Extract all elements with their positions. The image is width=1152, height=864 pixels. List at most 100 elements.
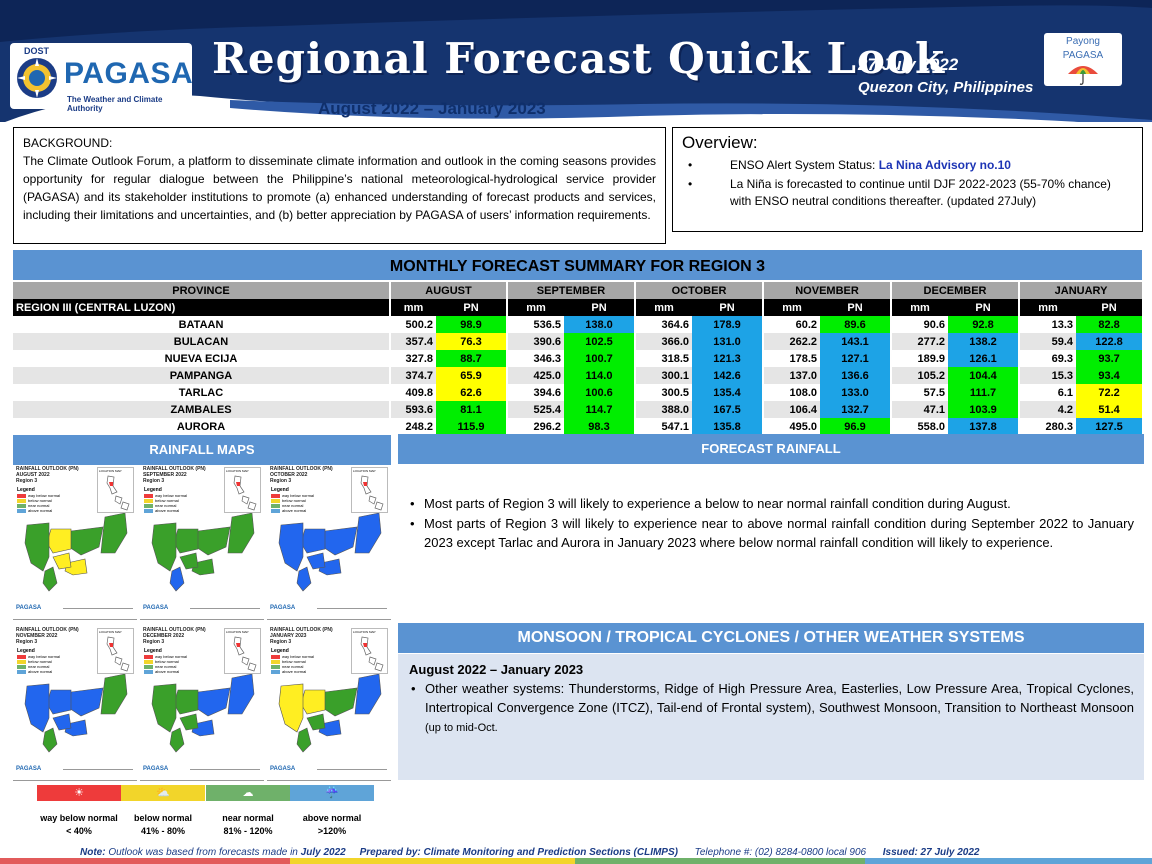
mm-header: mm <box>391 299 436 316</box>
location-map-label: LOCATION MAP <box>353 469 376 473</box>
map-legend: Legend way below normal below normal near n… <box>17 487 60 513</box>
footer-note-label: Note: <box>80 847 106 858</box>
map-legend-title: Legend <box>17 648 35 654</box>
forecast-rainfall-panel: Most parts of Region 3 will likely to ex… <box>398 466 1144 616</box>
la-nina-forecast-item: La Niña is forecasted to continue until … <box>682 176 1133 210</box>
province-shape <box>42 727 58 753</box>
rainfall-mm-cell: 357.4 <box>391 333 436 350</box>
philippines-outline-icon <box>106 475 130 511</box>
province-name: TARLAC <box>13 384 389 401</box>
table-row: NUEVA ECIJA 327.8 88.7 346.3 100.7 318.5 121.3… <box>13 350 1143 367</box>
column-gap <box>634 316 637 333</box>
map-region: Region 3 <box>143 639 165 645</box>
map-legend-title: Legend <box>271 648 289 654</box>
percent-normal-cell: 138.0 <box>564 316 635 333</box>
legend-label: way below normal <box>282 654 315 659</box>
payong-label: Payong <box>1066 36 1100 47</box>
column-gap <box>389 418 391 435</box>
map-month: AUGUST 2022 <box>16 472 50 478</box>
rainfall-mm-cell: 280.3 <box>1020 418 1077 435</box>
province-shape <box>296 727 312 753</box>
percent-normal-cell: 143.1 <box>820 333 891 350</box>
map-legend-entry: above normal <box>17 669 60 674</box>
overview-title: Overview: <box>682 133 758 152</box>
rainfall-mm-cell: 189.9 <box>892 350 949 367</box>
monthly-forecast-table: PROVINCE AUGUST SEPTEMBER OCTOBER NOVEMBER D… <box>13 282 1143 435</box>
column-gap <box>634 418 637 435</box>
column-gap <box>634 333 637 350</box>
header-background <box>0 0 1152 122</box>
map-legend-entry: above normal <box>271 508 314 513</box>
map-month: NOVEMBER 2022 <box>16 633 58 639</box>
map-legend-entry: below normal <box>144 659 187 664</box>
pn-header: PN <box>436 299 507 316</box>
map-scale-bar <box>63 769 133 773</box>
table-row: TARLAC 409.8 62.6 394.6 100.6 300.5 135.4 108.0… <box>13 384 1143 401</box>
forecast-rainfall-header: FORECAST RAINFALL <box>398 434 1144 464</box>
legend-swatch <box>144 664 153 669</box>
column-gap <box>890 316 893 333</box>
column-gap <box>1018 299 1021 316</box>
column-gap <box>890 299 893 316</box>
map-scale-bar <box>190 608 260 612</box>
map-heading: RAINFALL OUTLOOK (PN) JANUARY 2023 Region … <box>270 627 333 645</box>
rainfall-mm-cell: 500.2 <box>391 316 436 333</box>
location-map-label: LOCATION MAP <box>99 630 122 634</box>
background-box: BACKGROUND: The Climate Outlook Forum, a… <box>13 127 666 244</box>
rainfall-mm-cell: 318.5 <box>636 350 693 367</box>
legend-label: below normal <box>28 659 52 664</box>
rainfall-mm-cell: 262.2 <box>764 333 821 350</box>
legend-swatch <box>144 508 153 513</box>
legend-label: below normal <box>155 659 179 664</box>
enso-status-label: ENSO Alert System Status: <box>730 158 879 172</box>
map-heading: RAINFALL OUTLOOK (PN) DECEMBER 2022 Region… <box>143 627 206 645</box>
map-legend-entry: near normal <box>17 664 60 669</box>
footer-prepared: Prepared by: Climate Monitoring and Pred… <box>359 847 678 858</box>
map-title: RAINFALL OUTLOOK (PN) <box>16 627 79 633</box>
weather-systems-note: (up to mid-Oct. <box>425 722 498 734</box>
pagasa-tagline: The Weather and Climate Authority <box>67 95 163 113</box>
map-legend: Legend way below normal below normal near n… <box>144 487 187 513</box>
percent-normal-cell: 138.2 <box>948 333 1019 350</box>
column-gap <box>506 299 509 316</box>
province-shape <box>68 687 104 717</box>
header-banner: DOST PAGASA The Weather and Climate Auth… <box>0 0 1152 122</box>
column-gap <box>762 401 765 418</box>
percent-normal-cell: 135.8 <box>692 418 763 435</box>
legend-swatch <box>271 654 280 659</box>
background-heading: BACKGROUND: <box>23 136 113 150</box>
map-legend-entry: below normal <box>271 659 314 664</box>
percent-normal-cell: 100.6 <box>564 384 635 401</box>
column-gap <box>634 299 637 316</box>
map-legend-entry: way below normal <box>271 654 314 659</box>
column-gap <box>634 401 637 418</box>
rainfall-mm-cell: 388.0 <box>636 401 693 418</box>
mm-header: mm <box>892 299 949 316</box>
province-shape <box>179 713 199 731</box>
percent-normal-cell: 93.4 <box>1076 367 1143 384</box>
region3-choropleth-map <box>151 674 255 753</box>
legend-swatch <box>144 654 153 659</box>
province-shape <box>100 674 128 715</box>
la-nina-advisory-link[interactable]: La Nina Advisory no.10 <box>878 158 1011 172</box>
province-shape <box>173 689 199 715</box>
page-title: Regional Forecast Quick Look <box>212 34 946 83</box>
location-map-label: LOCATION MAP <box>226 630 249 634</box>
map-title: RAINFALL OUTLOOK (PN) <box>16 466 79 472</box>
percent-normal-cell: 65.9 <box>436 367 507 384</box>
percent-normal-cell: 115.9 <box>436 418 507 435</box>
map-legend-entry: near normal <box>17 503 60 508</box>
rainfall-mm-cell: 495.0 <box>764 418 821 435</box>
map-pagasa-mark: PAGASA <box>143 766 169 772</box>
column-gap <box>506 333 509 350</box>
rainfall-maps-header: RAINFALL MAPS <box>13 435 391 465</box>
province-shape <box>296 566 312 592</box>
legend-label: above normal <box>28 508 53 513</box>
legend-swatch <box>144 493 153 498</box>
rainfall-mm-cell: 300.1 <box>636 367 693 384</box>
location-map: LOCATION MAP <box>224 628 261 674</box>
rainfall-mm-cell: 15.3 <box>1020 367 1077 384</box>
column-gap <box>634 350 637 367</box>
month-header: JANUARY <box>1020 282 1143 299</box>
footer-telephone: Telephone #: (02) 8284-0800 local 906 <box>694 847 867 858</box>
